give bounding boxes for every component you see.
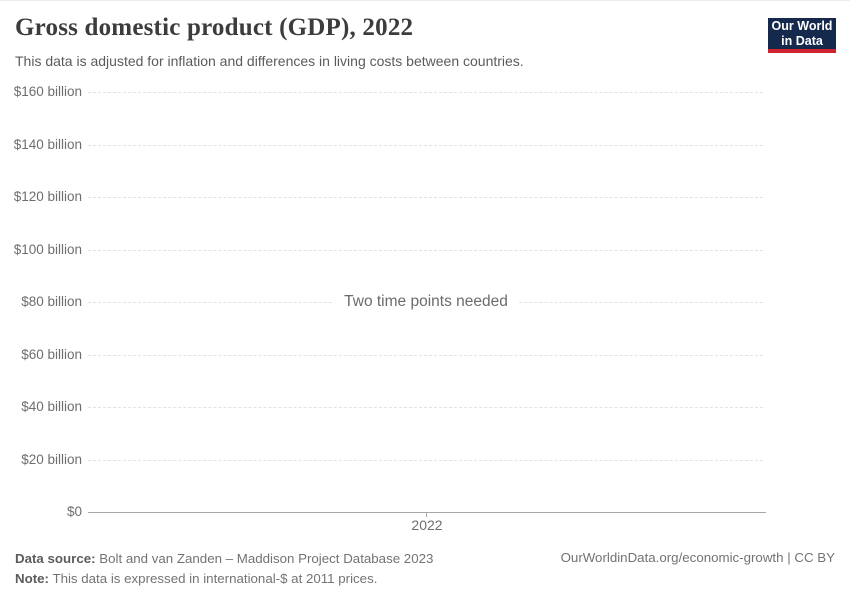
- footer-source-note: Data source: Bolt and van Zanden – Maddi…: [15, 549, 433, 589]
- y-tick-label: $100 billion: [13, 241, 82, 257]
- gridline: [88, 92, 763, 93]
- gridline: [88, 354, 763, 356]
- y-tick-label: $120 billion: [13, 189, 82, 204]
- gridline: [88, 407, 763, 408]
- gridline: [88, 249, 763, 251]
- y-tick-label: $140 billion: [13, 136, 82, 152]
- owid-logo-line2: in Data: [781, 33, 823, 48]
- note-text: This data is expressed in international-…: [52, 571, 378, 586]
- datasource-line: Data source: Bolt and van Zanden – Maddi…: [15, 549, 433, 569]
- gridline: [88, 197, 763, 198]
- gridline: [88, 144, 763, 146]
- y-tick-label: $160 billion: [13, 84, 82, 99]
- x-axis-line: [88, 512, 766, 513]
- note-line: Note: This data is expressed in internat…: [15, 569, 433, 589]
- x-axis-tick: [426, 512, 427, 517]
- datasource-label: Data source:: [15, 551, 96, 566]
- gridline: [88, 459, 763, 461]
- chart-subtitle: This data is adjusted for inflation and …: [15, 53, 524, 69]
- x-tick-label: 2022: [411, 517, 443, 533]
- empty-state-message: Two time points needed: [334, 291, 518, 313]
- y-tick-label: $60 billion: [21, 346, 82, 362]
- datasource-text: Bolt and van Zanden – Maddison Project D…: [99, 551, 434, 566]
- y-tick-label: $20 billion: [21, 451, 82, 467]
- footer-link[interactable]: OurWorldinData.org/economic-growth | CC …: [560, 550, 835, 565]
- owid-logo[interactable]: Our World in Data: [768, 18, 836, 53]
- y-tick-label: $80 billion: [21, 294, 82, 309]
- y-tick-label: $40 billion: [21, 399, 82, 414]
- note-label: Note:: [15, 571, 49, 586]
- y-tick-label: $0: [66, 504, 82, 519]
- chart-title: Gross domestic product (GDP), 2022: [15, 14, 414, 41]
- owid-logo-line1: Our World: [771, 19, 833, 33]
